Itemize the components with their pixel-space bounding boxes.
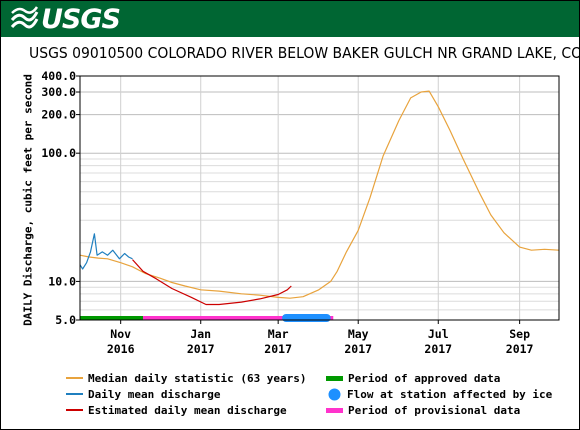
- legend-swatch-approved: [326, 375, 343, 381]
- x-tick-label-month: Sep: [509, 327, 530, 341]
- chart-title: USGS 09010500 COLORADO RIVER BELOW BAKER…: [29, 44, 580, 62]
- legend-item-approved: Period of approved data: [326, 370, 552, 386]
- legend-item-daily-mean: Daily mean discharge: [66, 386, 307, 402]
- x-tick-label-month: Nov: [110, 327, 131, 341]
- legend-label-ice: Flow at station affected by ice: [347, 387, 553, 401]
- legend-item-estimated: Estimated daily mean discharge: [66, 402, 307, 418]
- approved-period-bar: [80, 316, 143, 320]
- y-tick-label: 300.0: [41, 85, 76, 99]
- legend-swatch-median: [66, 377, 83, 379]
- x-tick-label-year: 2017: [506, 342, 534, 356]
- usgs-logo-text: USGS: [41, 3, 121, 35]
- legend-label-provisional: Period of provisional data: [348, 403, 521, 417]
- legend-item-median: Median daily statistic (63 years): [66, 370, 307, 386]
- legend-left: Median daily statistic (63 years) Daily …: [66, 370, 307, 418]
- legend-label-approved: Period of approved data: [348, 371, 501, 385]
- y-tick-label: 400.0: [41, 69, 76, 83]
- provisional-period-bar: [142, 316, 334, 320]
- legend-label-daily-mean: Daily mean discharge: [88, 387, 221, 401]
- legend-label-estimated: Estimated daily mean discharge: [88, 403, 287, 417]
- y-tick-label: 10.0: [48, 274, 76, 288]
- legend-right: Period of approved data Flow at station …: [326, 370, 552, 418]
- x-tick-label-year: 2017: [187, 342, 215, 356]
- x-tick-label-year: 2017: [424, 342, 452, 356]
- y-tick-label: 100.0: [41, 146, 76, 160]
- x-tick-label-year: 2017: [264, 342, 292, 356]
- usgs-logo[interactable]: USGS: [9, 3, 121, 35]
- usgs-wave-icon: [10, 6, 39, 29]
- legend-swatch-daily-mean: [66, 393, 83, 395]
- legend-item-ice: Flow at station affected by ice: [326, 386, 552, 402]
- ice-period-bar: [282, 314, 331, 322]
- plot-border: [79, 75, 560, 321]
- x-tick-label-month: Jan: [190, 327, 211, 341]
- x-tick-label-month: May: [348, 327, 369, 341]
- usgs-header-banner: USGS: [1, 1, 579, 37]
- series-line-1: [79, 233, 133, 270]
- y-tick-label: 5.0: [55, 313, 76, 327]
- x-tick-label-year: 2016: [107, 342, 135, 356]
- x-tick-label-year: 2017: [344, 342, 372, 356]
- y-tick-label: 200.0: [41, 108, 76, 122]
- ice-dot-icon: [328, 388, 341, 400]
- x-tick-label-month: Jul: [428, 327, 449, 341]
- legend-item-provisional: Period of provisional data: [326, 402, 552, 418]
- legend-swatch-provisional: [326, 407, 343, 413]
- series-line-0: [79, 90, 560, 299]
- x-tick-label-month: Mar: [268, 327, 289, 341]
- legend-swatch-estimated: [66, 409, 83, 411]
- legend-label-median: Median daily statistic (63 years): [88, 371, 307, 385]
- series-line-2: [132, 259, 292, 306]
